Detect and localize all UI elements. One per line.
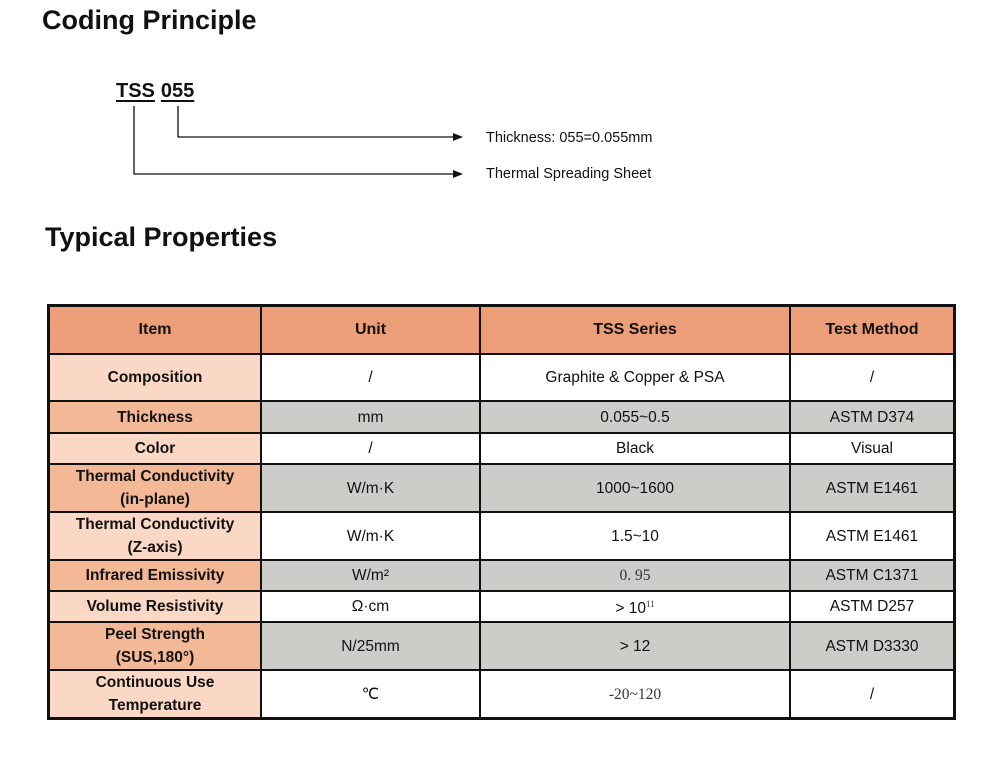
item-name: Volume Resistivity (86, 598, 224, 615)
typical-properties-title: Typical Properties (45, 222, 278, 252)
item-name: Continuous Use (95, 674, 215, 691)
table-row: Thermal Conductivity (Z-axis) W/m·K 1.5~10 A… (47, 511, 956, 561)
item-name: Thermal Conductivity (75, 516, 235, 533)
item-name: Color (134, 440, 176, 457)
table-row: Composition / Graphite & Copper & PSA / (47, 353, 956, 402)
item-cell: Composition (47, 353, 262, 402)
item-name-line2: (SUS,180°) (115, 649, 195, 666)
table-row: Thermal Conductivity (in-plane) W/m·K 1000~… (47, 463, 956, 513)
series-value: 0.055~0.5 (600, 408, 670, 426)
table-row: Color / Black Visual (47, 432, 956, 465)
header-item: Item (47, 304, 262, 355)
item-cell: Peel Strength (SUS,180°) (47, 621, 262, 671)
header-row: Item Unit TSS Series Test Method (47, 304, 956, 355)
series-value: 1.5~10 (611, 527, 659, 545)
code-prefix: TSS (116, 80, 155, 102)
series-value-cell: 1000~1600 (479, 463, 791, 513)
series-value-cell: 1.5~10 (479, 511, 791, 561)
unit-cell: ℃ (260, 669, 481, 720)
series-value: -20~120 (608, 685, 662, 703)
item-cell: Continuous Use Temperature (47, 669, 262, 720)
series-value-cell: 0. 95 (479, 559, 791, 592)
item-name: Peel Strength (105, 626, 205, 643)
unit-cell: Ω·cm (260, 590, 481, 623)
table-row: Volume Resistivity Ω·cm > 1011 ASTM D257 (47, 590, 956, 623)
coding-arrows (133, 106, 463, 178)
unit-cell: W/m² (260, 559, 481, 592)
unit-cell: W/m·K (260, 463, 481, 513)
item-cell: Thermal Conductivity (in-plane) (47, 463, 262, 513)
test-method-cell: ASTM D374 (789, 400, 956, 434)
item-name-line2: Temperature (108, 697, 202, 714)
test-method-cell: / (789, 669, 956, 720)
series-value: > 12 (619, 637, 651, 655)
item-name-line2: (Z-axis) (127, 539, 183, 556)
code-number: 055 (160, 80, 195, 102)
series-value: Graphite & Copper & PSA (545, 369, 725, 386)
thickness-label: Thickness: 055=0.055mm (486, 130, 653, 146)
item-name: Composition (107, 369, 203, 386)
item-cell: Thermal Conductivity (Z-axis) (47, 511, 262, 561)
item-cell: Volume Resistivity (47, 590, 262, 623)
item-cell: Infrared Emissivity (47, 559, 262, 592)
item-name: Infrared Emissivity (85, 567, 225, 584)
series-value-cell: -20~120 (479, 669, 791, 720)
series-value: Black (616, 440, 654, 457)
series-value-cell: Black (479, 432, 791, 465)
test-method-cell: ASTM C1371 (789, 559, 956, 592)
header-series: TSS Series (479, 304, 791, 355)
test-method-cell: ASTM E1461 (789, 511, 956, 561)
table-row: Thickness mm 0.055~0.5 ASTM D374 (47, 400, 956, 434)
unit-cell: / (260, 353, 481, 402)
series-label: Thermal Spreading Sheet (486, 166, 652, 182)
table-row: Continuous Use Temperature ℃ -20~120 / (47, 669, 956, 720)
header-method: Test Method (789, 304, 956, 355)
item-cell: Thickness (47, 400, 262, 434)
series-value: > 10 (615, 600, 646, 618)
item-name: Thermal Conductivity (75, 468, 235, 485)
table-row: Infrared Emissivity W/m² 0. 95 ASTM C1371 (47, 559, 956, 592)
unit-cell: W/m·K (260, 511, 481, 561)
series-value-cell: 0.055~0.5 (479, 400, 791, 434)
item-name-line2: (in-plane) (120, 491, 190, 508)
coding-principle-title: Coding Principle (42, 5, 257, 35)
code-example: TSS 055 (116, 80, 200, 103)
unit-cell: / (260, 432, 481, 465)
test-method-cell: ASTM D3330 (789, 621, 956, 671)
item-name: Thickness (117, 408, 193, 426)
exponent: 11 (645, 598, 655, 609)
unit-cell: N/25mm (260, 621, 481, 671)
series-value-cell: Graphite & Copper & PSA (479, 353, 791, 402)
test-method-cell: / (789, 353, 956, 402)
test-method-cell: Visual (789, 432, 956, 465)
test-method-cell: ASTM E1461 (789, 463, 956, 513)
series-value-cell: > 1011 (479, 590, 791, 623)
series-value: 0. 95 (619, 567, 651, 584)
test-method-cell: ASTM D257 (789, 590, 956, 623)
series-value: 1000~1600 (595, 479, 674, 497)
series-value-cell: > 12 (479, 621, 791, 671)
item-cell: Color (47, 432, 262, 465)
unit-cell: mm (260, 400, 481, 434)
table-row: Peel Strength (SUS,180°) N/25mm > 12 ASTM D3… (47, 621, 956, 671)
properties-table: Item Unit TSS Series Test Method Composi… (47, 304, 956, 720)
header-unit: Unit (260, 304, 481, 355)
